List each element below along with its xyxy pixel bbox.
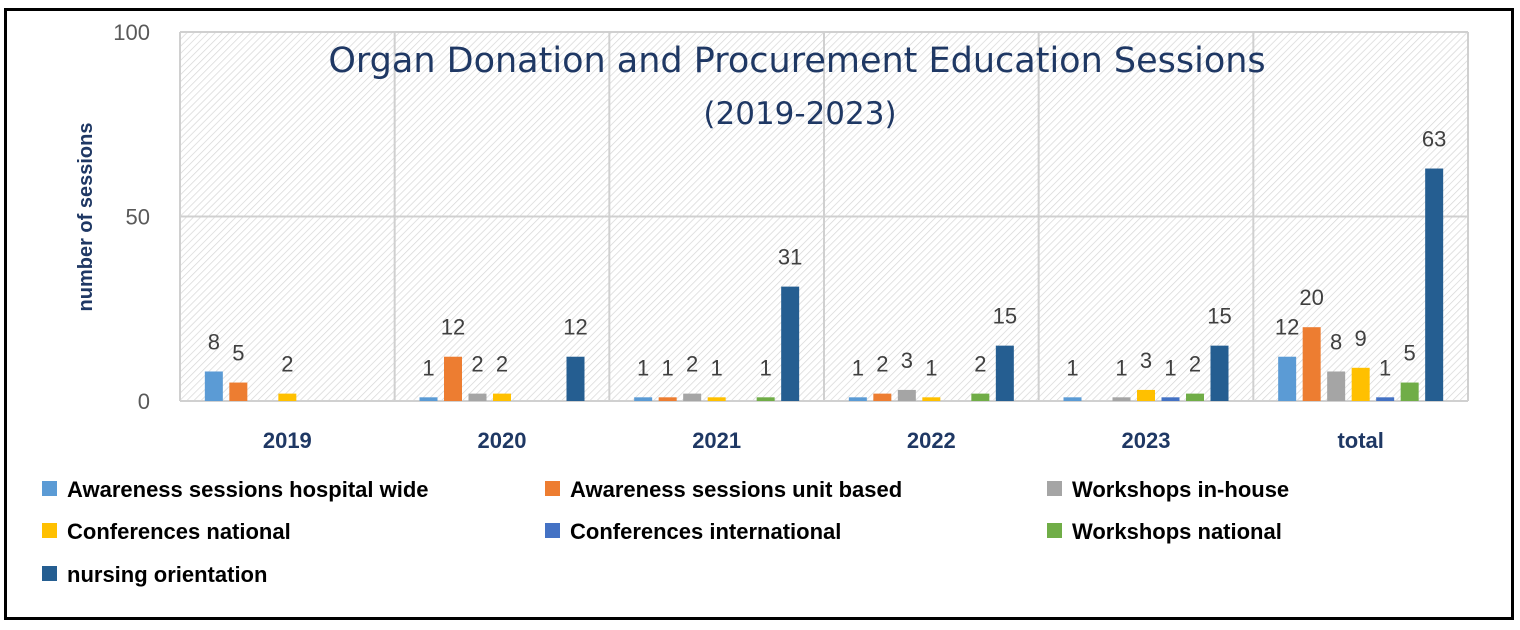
bar [634, 397, 653, 401]
data-label: 1 [1164, 355, 1176, 380]
legend-swatch [42, 523, 57, 538]
legend-swatch [42, 566, 57, 581]
legend-label: Awareness sessions hospital wide [67, 477, 429, 502]
data-label: 9 [1355, 326, 1367, 351]
legend-label: Workshops national [1072, 519, 1282, 544]
bar [922, 397, 941, 401]
bar [1425, 168, 1444, 401]
bars [204, 168, 1444, 401]
legend-label: Conferences national [67, 519, 291, 544]
data-label: 1 [711, 355, 723, 380]
data-label: 1 [637, 355, 649, 380]
data-label: 2 [471, 352, 483, 377]
data-label: 2 [281, 352, 293, 377]
data-label: 15 [1207, 304, 1231, 329]
data-label: 1 [760, 355, 772, 380]
data-label: 2 [1189, 352, 1201, 377]
bar [204, 371, 223, 401]
data-label: 8 [208, 329, 220, 354]
data-label: 12 [1275, 315, 1299, 340]
data-label: 20 [1299, 285, 1323, 310]
chart-subtitle: (2019-2023) [703, 96, 896, 132]
bar [683, 393, 702, 401]
data-label: 3 [1140, 348, 1152, 373]
data-label: 12 [441, 315, 465, 340]
x-tick-label: total [1337, 428, 1383, 453]
bar [1400, 382, 1419, 401]
bar [1161, 397, 1180, 401]
data-label: 12 [563, 315, 587, 340]
data-label: 1 [422, 355, 434, 380]
data-label: 1 [662, 355, 674, 380]
bar [278, 393, 297, 401]
bar [1376, 397, 1395, 401]
bar [444, 356, 462, 401]
y-axis: 0 50 100 [113, 20, 150, 414]
bar [1063, 397, 1082, 401]
bar [781, 286, 800, 401]
legend-label: Awareness sessions unit based [570, 477, 902, 502]
data-label: 2 [686, 352, 698, 377]
bar [1351, 367, 1370, 401]
chart-title: Organ Donation and Procurement Education… [328, 41, 1265, 81]
data-label: 5 [232, 341, 244, 366]
bar [1137, 389, 1155, 401]
bar [493, 393, 511, 401]
legend-label: nursing orientation [67, 562, 267, 587]
bar [995, 345, 1014, 401]
data-label: 31 [778, 245, 802, 270]
legend-swatch [1047, 523, 1062, 538]
bar [971, 393, 990, 401]
data-label: 2 [876, 352, 888, 377]
x-tick-label: 2019 [263, 428, 312, 453]
y-tick-label: 50 [126, 205, 150, 230]
bar [468, 393, 487, 401]
x-tick-label: 2023 [1122, 428, 1171, 453]
y-axis-label: number of sessions [75, 123, 97, 312]
bar [1278, 356, 1297, 401]
bar [873, 393, 892, 401]
bar [658, 397, 677, 401]
bar [419, 397, 438, 401]
x-tick-label: 2021 [692, 428, 741, 453]
legend: Awareness sessions hospital wide Awarenes… [42, 477, 1289, 587]
legend-label: Conferences international [570, 519, 841, 544]
data-label: 15 [993, 304, 1017, 329]
data-label: 3 [901, 348, 913, 373]
legend-label: Workshops in-house [1072, 477, 1289, 502]
y-tick-label: 100 [113, 20, 150, 45]
gridlines [179, 31, 1469, 402]
data-label: 1 [1066, 355, 1078, 380]
legend-swatch [1047, 481, 1062, 496]
data-label: 1 [1115, 355, 1127, 380]
data-label: 5 [1404, 341, 1416, 366]
data-label: 1 [1379, 355, 1391, 380]
legend-swatch [545, 523, 560, 538]
legend-swatch [545, 481, 560, 496]
x-tick-label: 2022 [907, 428, 956, 453]
x-tick-label: 2020 [478, 428, 527, 453]
bar [229, 382, 248, 401]
data-label: 1 [852, 355, 864, 380]
data-label: 2 [974, 352, 986, 377]
bar [707, 397, 726, 401]
data-label: 63 [1422, 127, 1446, 152]
bar [566, 356, 585, 401]
bar [1327, 371, 1346, 401]
y-tick-label: 0 [138, 389, 150, 414]
bar [897, 389, 916, 401]
data-label: 1 [925, 355, 937, 380]
bar [756, 397, 775, 401]
bar [848, 397, 867, 401]
legend-swatch [42, 481, 57, 496]
x-axis: 2019 2020 2021 2022 2023 total [263, 428, 1384, 453]
bar [1186, 393, 1204, 401]
data-label: 2 [496, 352, 508, 377]
bar [1210, 345, 1229, 401]
data-label: 8 [1330, 329, 1342, 354]
bar [1112, 397, 1131, 401]
bar [1302, 327, 1321, 401]
